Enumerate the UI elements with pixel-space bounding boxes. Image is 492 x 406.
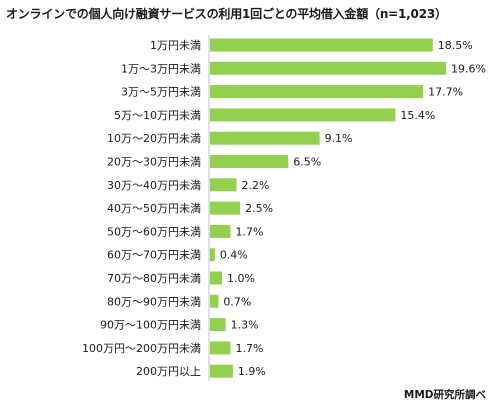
category-label: 5万～10万円未満	[114, 109, 201, 122]
category-label: 50万～60万円未満	[107, 225, 201, 238]
data-label: 19.6%	[451, 62, 486, 75]
category-label: 200万円以上	[136, 365, 201, 378]
data-label: 2.5%	[245, 202, 273, 215]
chart-title: オンラインでの個人向け融資サービスの利用1回ごとの平均借入金額（n=1,023）	[6, 7, 447, 21]
bar	[210, 38, 433, 52]
bar	[210, 85, 424, 99]
bar	[210, 271, 223, 285]
data-label: 1.7%	[235, 342, 263, 355]
category-label: 10万～20万円未満	[107, 132, 201, 145]
category-label: 90万～100万円未満	[100, 319, 201, 332]
bar	[210, 131, 320, 145]
data-label: 0.7%	[223, 295, 251, 308]
category-label: 70万～80万円未満	[107, 272, 201, 285]
data-label: 1.9%	[238, 365, 266, 378]
category-label: 3万～5万円未満	[121, 86, 201, 99]
bar	[210, 248, 215, 262]
category-label: 40万～50万円未満	[107, 202, 201, 215]
data-label: 1.7%	[235, 225, 263, 238]
data-label: 2.2%	[241, 179, 269, 192]
data-label: 0.4%	[220, 249, 248, 262]
data-label: 1.0%	[227, 272, 255, 285]
category-label: 60万～70万円未満	[107, 249, 201, 262]
bar	[210, 294, 219, 308]
bar	[210, 364, 233, 378]
data-label: 17.7%	[428, 86, 463, 99]
data-label: 9.1%	[325, 132, 353, 145]
bar	[210, 155, 289, 168]
data-label: 15.4%	[400, 109, 435, 122]
data-label: 1.3%	[231, 319, 259, 332]
data-label: 6.5%	[293, 156, 321, 169]
bar	[210, 318, 226, 332]
category-label: 80万～90万円未満	[107, 295, 201, 308]
bar	[210, 178, 237, 192]
category-label: 1万～3万円未満	[121, 62, 201, 75]
bar	[210, 201, 241, 215]
bar	[210, 61, 446, 75]
category-label: 100万円～200万円未満	[82, 342, 201, 355]
category-label: 20万～30万円未満	[107, 156, 201, 169]
source-credit: MMD研究所調べ	[403, 389, 486, 401]
bar	[210, 108, 396, 122]
data-label: 18.5%	[438, 39, 473, 52]
bar	[210, 224, 231, 238]
bar	[210, 341, 231, 355]
category-label: 30万～40万円未満	[107, 179, 201, 192]
category-label: 1万円未満	[150, 39, 201, 52]
